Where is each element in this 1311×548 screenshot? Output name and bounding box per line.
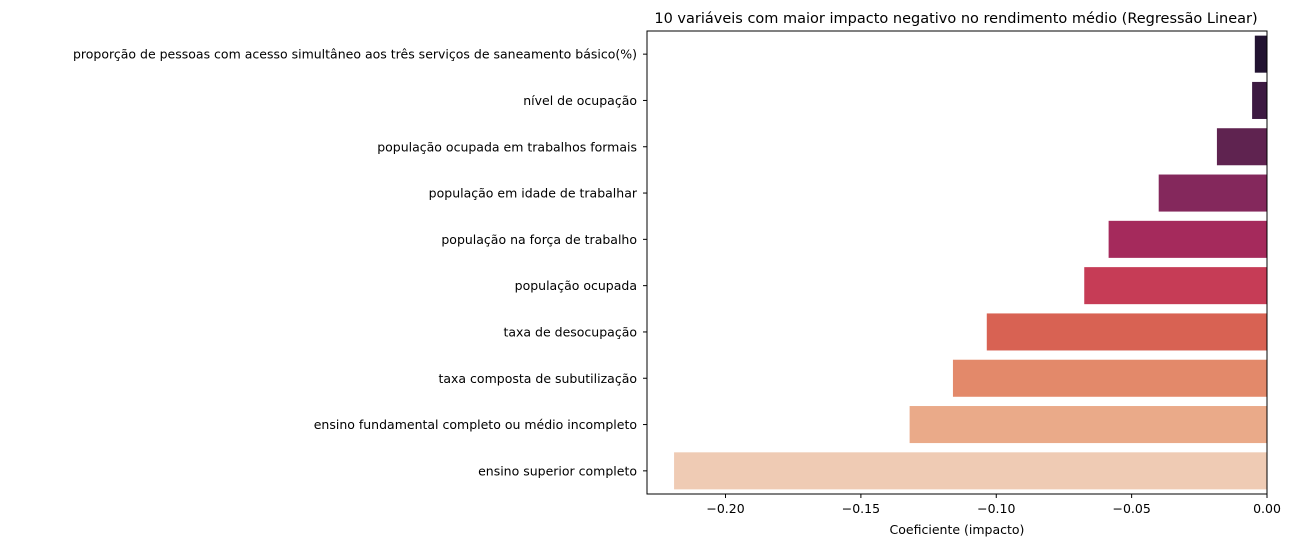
category-label-8: taxa composta de subutilização <box>438 371 637 386</box>
x-axis-label: Coeficiente (impacto) <box>890 522 1025 537</box>
category-label-10: ensino superior completo <box>478 463 637 478</box>
category-label-5: população na força de trabalho <box>441 232 637 247</box>
chart-title: 10 variáveis com maior impacto negativo … <box>654 11 1257 27</box>
x-tick-label-3: −0.10 <box>977 501 1015 516</box>
x-tick-label-2: −0.15 <box>842 501 880 516</box>
category-label-9: ensino fundamental completo ou médio inc… <box>314 417 637 432</box>
bar-6 <box>1084 267 1267 305</box>
category-label-1: proporção de pessoas com acesso simultân… <box>73 47 637 62</box>
plot-frame <box>646 30 1268 495</box>
bar-4 <box>1158 174 1267 212</box>
bar-2 <box>1252 81 1267 119</box>
bar-1 <box>1254 35 1267 73</box>
bar-10 <box>674 452 1267 490</box>
category-label-3: população ocupada em trabalhos formais <box>377 139 637 154</box>
x-axis-ticks: −0.20 −0.15 −0.10 −0.05 0.00 <box>706 494 1281 516</box>
category-label-2: nível de ocupação <box>523 93 637 108</box>
bar-7 <box>986 313 1267 351</box>
x-tick-label-5: 0.00 <box>1253 501 1281 516</box>
category-label-4: população em idade de trabalhar <box>429 186 638 201</box>
x-tick-label-1: −0.20 <box>706 501 744 516</box>
category-label-6: população ocupada <box>515 278 637 293</box>
bar-5 <box>1108 220 1267 258</box>
category-labels: proporção de pessoas com acesso simultân… <box>73 47 647 478</box>
bar-3 <box>1216 128 1267 166</box>
bar-9 <box>909 406 1267 444</box>
bar-8 <box>952 359 1267 397</box>
bars-group <box>674 35 1267 490</box>
x-tick-label-4: −0.05 <box>1112 501 1150 516</box>
category-label-7: taxa de desocupação <box>503 324 637 339</box>
